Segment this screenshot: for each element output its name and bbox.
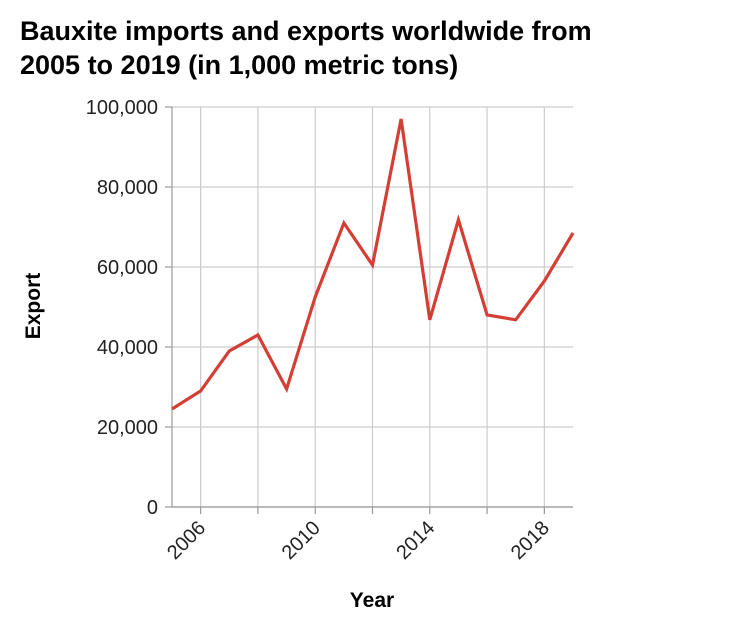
y-tick-label: 100,000: [86, 97, 158, 119]
series-group: [171, 118, 575, 411]
x-tick-label: 2014: [392, 517, 439, 564]
x-tick-label: 2010: [278, 517, 325, 564]
x-tick-label: 2006: [163, 517, 210, 564]
y-tick-label: 80,000: [97, 177, 158, 199]
y-axis-ticks: 0 20,000 40,000 60,000 80,000 100,000: [86, 97, 172, 519]
x-tick-label: 2018: [507, 517, 554, 564]
y-tick-label: 20,000: [97, 417, 158, 439]
y-tick-label: 40,000: [97, 337, 158, 359]
gridlines: [172, 106, 573, 508]
y-tick-label: 0: [147, 497, 158, 519]
y-axis-title: Export: [22, 273, 45, 340]
y-tick-label: 60,000: [97, 257, 158, 279]
x-axis-title: Year: [350, 589, 394, 612]
x-axis-ticks: 2006 2010 2014 2018: [163, 507, 554, 564]
chart-title: Bauxite imports and exports worldwide fr…: [20, 16, 592, 80]
